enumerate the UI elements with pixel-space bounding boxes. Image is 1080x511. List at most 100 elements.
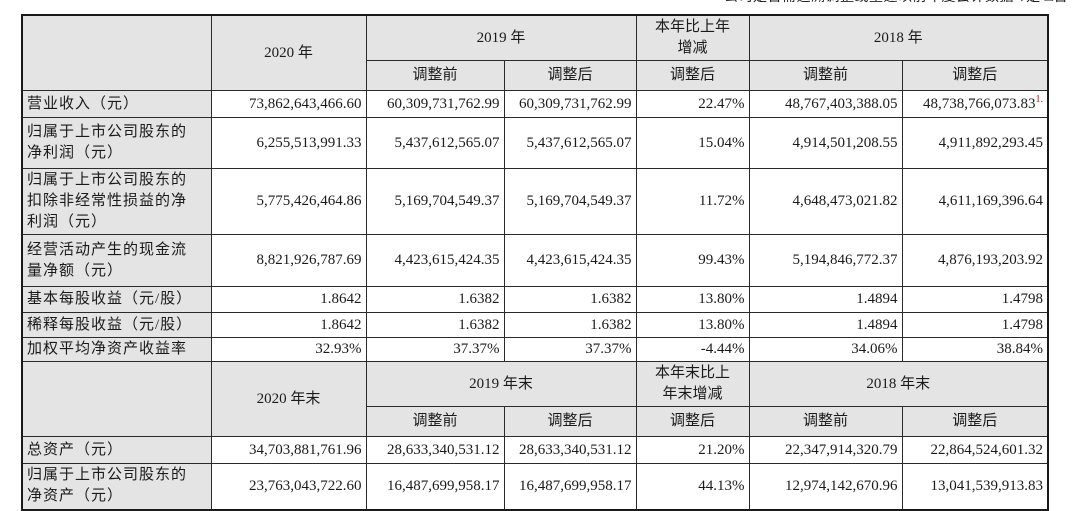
key-financial-indicators-table: 2020 年 2019 年 本年比上年 增减 2018 年 调整前 调整后 调整… — [21, 14, 1050, 511]
value-cell: 1.6382 — [503, 312, 637, 338]
value-cell: 4,423,615,424.35 — [503, 234, 637, 287]
value-text: 28,633,340,531.12 — [387, 441, 500, 458]
value-text: 4,876,193,203.92 — [938, 252, 1044, 268]
value-text: 1.4894 — [856, 291, 898, 307]
value-cell: 1.8642 — [210, 286, 367, 313]
table-row: 经营活动产生的现金流 量净额（元） 8,821,926,787.69 4,423,6… — [21, 234, 1049, 287]
value-cell: 4,914,501,208.55 — [748, 117, 903, 169]
table-row: 归属于上市公司股东的 扣除非经常性损益的净 利润（元） 5,775,426,464… — [21, 168, 1049, 235]
value-cell: 4,611,169,396.64 — [901, 168, 1049, 235]
block1-body: 营业收入（元） 73,862,643,466.60 60,309,731,762.9… — [21, 90, 1049, 362]
value-cell: 21.20% — [635, 436, 750, 464]
value-text: 4,914,501,208.55 — [792, 134, 898, 151]
value-cell: 32.93% — [210, 337, 367, 362]
value-cell: 13.80% — [635, 312, 750, 338]
value-cell: 38.84% — [901, 337, 1049, 362]
value-text: 6,255,513,991.33 — [256, 134, 362, 151]
row-label: 归属于上市公司股东的 净资产（元） — [21, 463, 212, 510]
subheader-2019-pre: 调整前 — [365, 60, 505, 91]
value-cell: 99.43% — [635, 234, 750, 287]
value-cell: 11.72% — [635, 168, 750, 235]
col-header-2019-end: 2019 年末 — [365, 361, 637, 407]
value-text: 1.6382 — [458, 316, 500, 333]
value-text: 4,648,473,021.82 — [792, 193, 898, 209]
value-text: 60,309,731,762.99 — [519, 95, 632, 112]
value-text: 99.43% — [698, 252, 745, 268]
table-row: 营业收入（元） 73,862,643,466.60 60,309,731,762.9… — [21, 90, 1049, 118]
col-header-2020-end: 2020 年末 — [210, 361, 367, 437]
value-text: 5,775,426,464.86 — [256, 193, 362, 209]
value-text: 13,041,539,913.83 — [930, 477, 1044, 494]
row-label: 总资产（元） — [21, 436, 212, 464]
value-cell: 5,194,846,772.37 — [748, 234, 903, 287]
value-text: 5,437,612,565.07 — [526, 134, 632, 151]
value-text: 13.80% — [698, 291, 745, 307]
value-cell: -4.44% — [635, 337, 750, 362]
value-cell: 1.4894 — [748, 312, 903, 338]
col-header-yearend-change: 本年末比上 年末增减 — [635, 361, 750, 407]
value-text: 34,703,881,761.96 — [249, 441, 362, 458]
value-text: 32.93% — [315, 341, 362, 357]
value-cell: 4,648,473,021.82 — [748, 168, 903, 235]
subheader-change-post: 调整后 — [635, 60, 750, 91]
value-cell: 28,633,340,531.12 — [365, 436, 505, 464]
header-row-adjustments: 调整前 调整后 调整后 调整前 调整后 — [22, 60, 1049, 91]
value-cell: 1.6382 — [365, 286, 505, 313]
value-cell: 48,738,766,073.831. — [901, 90, 1049, 118]
value-cell: 1.8642 — [210, 312, 367, 338]
table-row: 总资产（元） 34,703,881,761.96 28,633,340,531.12… — [21, 436, 1049, 464]
subheader-2019end-pre: 调整前 — [365, 406, 505, 437]
block1-header: 2020 年 2019 年 本年比上年 增减 2018 年 调整前 调整后 调整… — [21, 14, 1049, 91]
value-text: 34.06% — [851, 341, 898, 357]
value-text: 1.4798 — [1001, 291, 1044, 307]
header-row-adjustments-2: 调整前 调整后 调整后 调整前 调整后 — [22, 406, 1049, 437]
value-text: 5,169,704,549.37 — [394, 193, 500, 209]
value-text: 1.6382 — [590, 291, 632, 307]
value-text: 12,974,142,670.96 — [785, 477, 898, 494]
value-text: 23,763,043,722.60 — [249, 477, 362, 494]
value-cell: 34,703,881,761.96 — [210, 436, 367, 464]
value-text: 5,437,612,565.07 — [394, 134, 500, 151]
value-text: 1.6382 — [590, 316, 632, 333]
value-text: 44.13% — [698, 477, 745, 494]
value-text: 4,611,169,396.64 — [938, 193, 1044, 209]
value-cell: 1.6382 — [503, 286, 637, 313]
value-cell: 5,775,426,464.86 — [210, 168, 367, 235]
subheader-2018end-post: 调整后 — [901, 406, 1049, 437]
table-row: 归属于上市公司股东的 净资产（元） 23,763,043,722.60 16,487… — [21, 463, 1049, 510]
value-text: 21.20% — [698, 441, 745, 458]
value-cell: 5,437,612,565.07 — [503, 117, 637, 169]
footnote-marker: 1. — [1035, 93, 1044, 105]
value-text: 22,864,524,601.32 — [930, 441, 1044, 458]
col-header-2020: 2020 年 — [210, 14, 367, 91]
col-header-yoy-change: 本年比上年 增减 — [635, 14, 750, 61]
value-cell: 60,309,731,762.99 — [365, 90, 505, 118]
value-cell: 37.37% — [365, 337, 505, 362]
col-header-2019: 2019 年 — [365, 14, 637, 61]
value-cell: 37.37% — [503, 337, 637, 362]
value-cell: 1.4798 — [901, 286, 1049, 313]
block2-body: 总资产（元） 34,703,881,761.96 28,633,340,531.12… — [21, 436, 1049, 510]
block2-header: 2020 年末 2019 年末 本年末比上 年末增减 2018 年末 调整前 调… — [21, 361, 1049, 437]
row-label: 经营活动产生的现金流 量净额（元） — [21, 234, 212, 287]
corner-cell — [21, 14, 212, 91]
value-cell: 4,423,615,424.35 — [365, 234, 505, 287]
value-text: 22.47% — [698, 95, 745, 112]
value-cell: 22,864,524,601.32 — [901, 436, 1049, 464]
value-text: 11.72% — [698, 193, 745, 209]
value-cell: 60,309,731,762.99 — [503, 90, 637, 118]
value-text: 28,633,340,531.12 — [519, 441, 632, 458]
row-label: 归属于上市公司股东的 扣除非经常性损益的净 利润（元） — [21, 168, 212, 235]
value-text: -4.44% — [700, 341, 745, 357]
row-label: 营业收入（元） — [21, 90, 212, 118]
subheader-2019-post: 调整后 — [503, 60, 637, 91]
value-cell: 73,862,643,466.60 — [210, 90, 367, 118]
page-header-clipped-text: 公司是否需追溯调整或重述以前年度会计数据 √是 □否 — [724, 0, 1068, 5]
value-text: 73,862,643,466.60 — [249, 95, 362, 112]
value-text: 1.4894 — [856, 316, 898, 333]
value-text: 1.8642 — [320, 316, 362, 333]
value-text: 1.4798 — [1001, 316, 1044, 333]
row-label: 加权平均净资产收益率 — [21, 337, 212, 362]
value-text: 1.8642 — [320, 291, 362, 307]
subheader-2018-pre: 调整前 — [748, 60, 903, 91]
